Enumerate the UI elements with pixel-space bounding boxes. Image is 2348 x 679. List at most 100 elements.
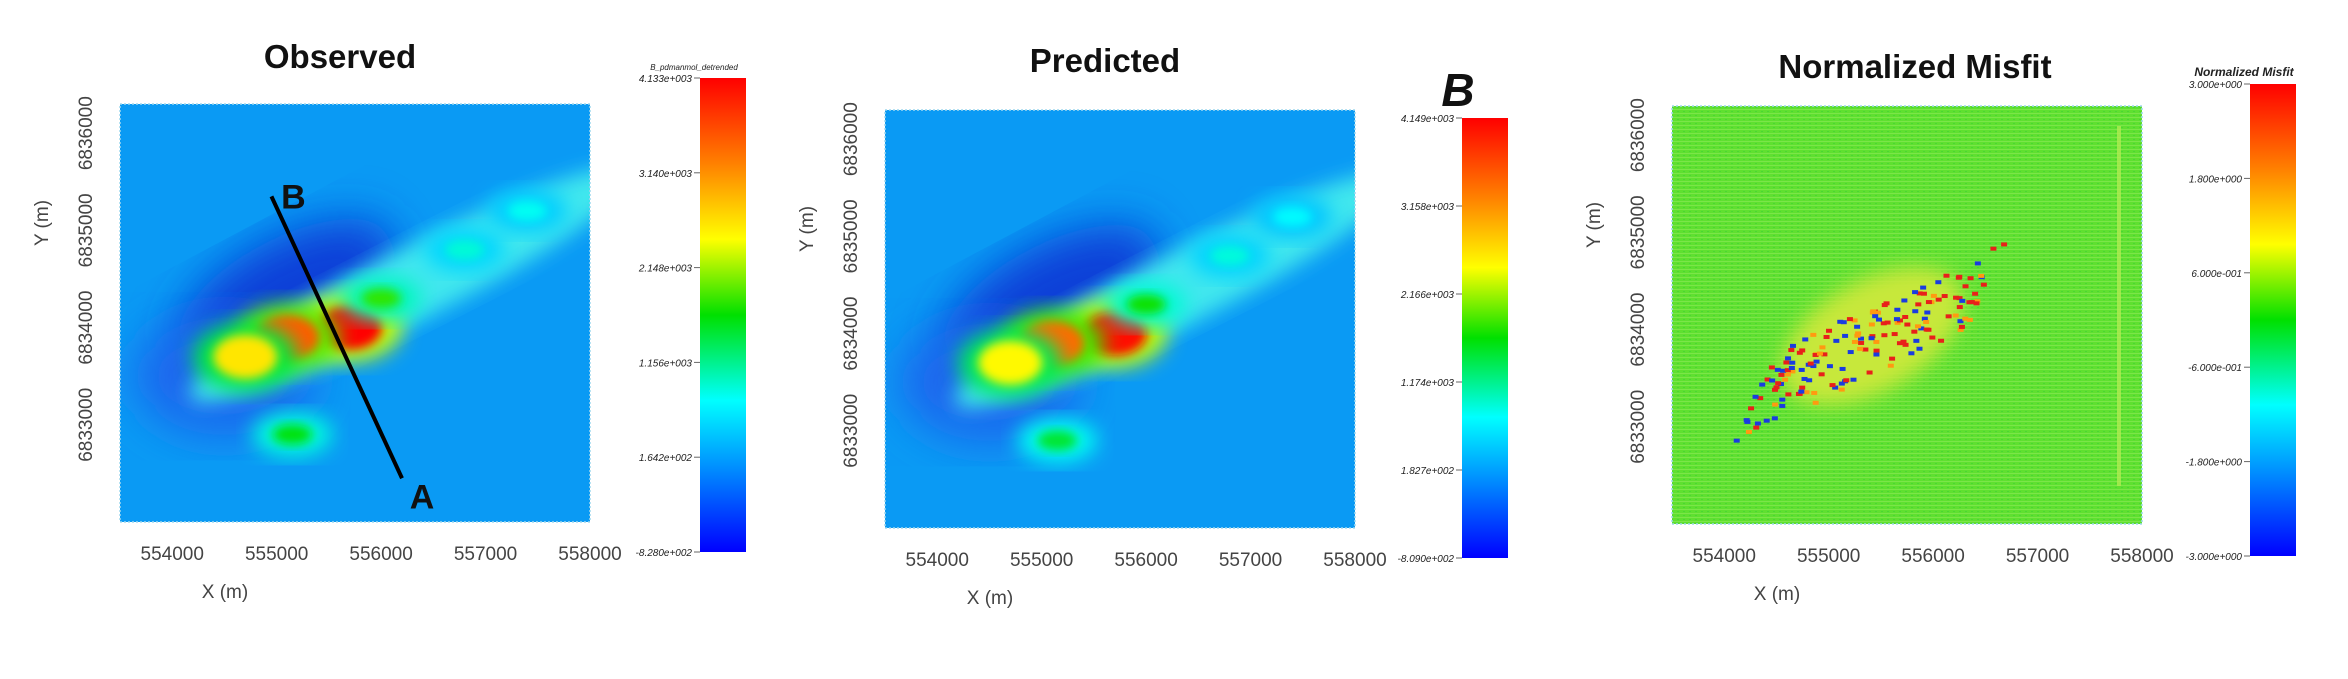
- x-tick-label: 555000: [245, 544, 308, 565]
- y-tick-label: 6833000: [76, 388, 97, 462]
- misfit-pixel: [1955, 275, 1962, 280]
- misfit-pixel: [1818, 372, 1825, 377]
- colorbar-tick-label: 3.140e+003: [639, 169, 693, 180]
- misfit-pixel: [1782, 377, 1789, 382]
- misfit-pixel: [1974, 261, 1981, 266]
- colorbar-tick-label: 2.148e+003: [638, 264, 693, 275]
- colorbar-tick-label: -8.090e+002: [1398, 554, 1455, 565]
- y-tick-label: 6835000: [76, 193, 97, 267]
- misfit-pixel: [1943, 273, 1950, 278]
- misfit-pixel: [1920, 285, 1927, 290]
- misfit-pixel: [1855, 331, 1862, 336]
- misfit-pixel: [1826, 328, 1833, 333]
- colorbar-tick-label: 1.174e+003: [1401, 378, 1455, 389]
- misfit-pixel: [1752, 394, 1759, 399]
- misfit-pixel: [1812, 352, 1819, 357]
- misfit-pixel: [1881, 303, 1888, 308]
- misfit-pixel: [1780, 368, 1787, 373]
- misfit-pixel: [1854, 324, 1861, 329]
- misfit-pixel: [1788, 365, 1795, 370]
- misfit-pixel: [1880, 321, 1887, 326]
- misfit-pixel: [1929, 335, 1936, 340]
- anomaly-point: [1209, 245, 1250, 266]
- y-tick-label: 6836000: [76, 96, 97, 170]
- misfit-pixel: [1889, 356, 1896, 361]
- misfit-pixel: [1923, 327, 1930, 332]
- misfit-pixel: [1952, 313, 1959, 318]
- anomaly-point: [1037, 430, 1078, 451]
- misfit-pixel: [1873, 352, 1880, 357]
- misfit-pixel: [1748, 406, 1755, 411]
- anomaly-point: [272, 424, 313, 445]
- misfit-pixel: [1916, 346, 1923, 351]
- misfit-pixel: [1923, 320, 1930, 325]
- heatmap-area: [120, 104, 590, 522]
- misfit-pixel: [1911, 329, 1918, 334]
- colorbar-tick-label: 3.000e+000: [2189, 80, 2243, 91]
- x-tick-label: 558000: [558, 544, 621, 565]
- misfit-pixel: [1799, 348, 1806, 353]
- colorbar-tick-label: 4.133e+003: [639, 74, 693, 85]
- misfit-pixel: [1874, 310, 1881, 315]
- misfit-pixel: [1811, 390, 1818, 395]
- misfit-pixel: [1891, 332, 1898, 337]
- heatmap-area: [885, 110, 1355, 528]
- misfit-pixel: [1810, 332, 1817, 337]
- y-axis-label: Y (m): [797, 206, 818, 252]
- misfit-pixel: [1837, 319, 1844, 324]
- anomaly-point: [1272, 206, 1313, 227]
- profile-end-label: B: [281, 178, 306, 216]
- anomaly-point: [213, 334, 278, 379]
- x-tick-label: 555000: [1010, 550, 1073, 571]
- misfit-edge-stripe: [2117, 126, 2121, 486]
- misfit-pixel: [2001, 242, 2008, 247]
- panel-title: Observed: [264, 38, 416, 75]
- misfit-pixel: [1838, 387, 1845, 392]
- misfit-pixel: [1785, 392, 1792, 397]
- misfit-pixel: [1798, 367, 1805, 372]
- colorbar-tick-label: 1.156e+003: [639, 358, 693, 369]
- misfit-pixel: [1887, 363, 1894, 368]
- x-tick-label: 554000: [141, 544, 204, 565]
- misfit-pixel: [1779, 397, 1786, 402]
- misfit-pixel: [1773, 385, 1780, 390]
- colorbar-tick-label: 1.642e+002: [639, 453, 693, 464]
- panel-title: Normalized Misfit: [1778, 48, 2051, 85]
- misfit-pixel: [1862, 347, 1869, 352]
- misfit-pixel: [1953, 295, 1960, 300]
- misfit-pixel: [1779, 403, 1786, 408]
- misfit-pixel: [1854, 333, 1861, 338]
- misfit-pixel: [1813, 359, 1820, 364]
- misfit-pixel: [1868, 322, 1875, 327]
- misfit-pixel: [1850, 377, 1857, 382]
- misfit-pixel: [1858, 336, 1865, 341]
- misfit-pixel: [1763, 418, 1770, 423]
- heatmap-area: [1672, 106, 2142, 524]
- anomaly-point: [507, 200, 548, 221]
- misfit-pixel: [1806, 378, 1813, 383]
- misfit-pixel: [1966, 300, 1973, 305]
- misfit-pixel: [1881, 333, 1888, 338]
- misfit-pixel: [1921, 316, 1928, 321]
- misfit-pixel: [1759, 382, 1766, 387]
- misfit-pixel: [1753, 425, 1760, 430]
- y-tick-label: 6833000: [841, 394, 862, 468]
- misfit-pixel: [1894, 320, 1901, 325]
- colorbar-tick-label: 6.000e-001: [2191, 269, 2242, 280]
- misfit-pixel: [1823, 334, 1830, 339]
- colorbar-tick-label: 1.800e+000: [2189, 174, 2243, 185]
- misfit-pixel: [1941, 294, 1948, 299]
- misfit-pixel: [1873, 339, 1880, 344]
- misfit-pixel: [1812, 400, 1819, 405]
- colorbar-tick-label: 1.827e+002: [1401, 466, 1455, 477]
- colorbar-tick-label: -8.280e+002: [636, 548, 693, 559]
- misfit-pixel: [1938, 338, 1945, 343]
- misfit-pixel: [1896, 318, 1903, 323]
- misfit-pixel: [1915, 302, 1922, 307]
- anomaly-point: [444, 239, 485, 260]
- misfit-pixel: [1956, 305, 1963, 310]
- misfit-pixel: [1866, 370, 1873, 375]
- misfit-pixel: [1959, 298, 1966, 303]
- misfit-pixel: [1840, 320, 1847, 325]
- colorbar-tick-label: 3.158e+003: [1401, 202, 1455, 213]
